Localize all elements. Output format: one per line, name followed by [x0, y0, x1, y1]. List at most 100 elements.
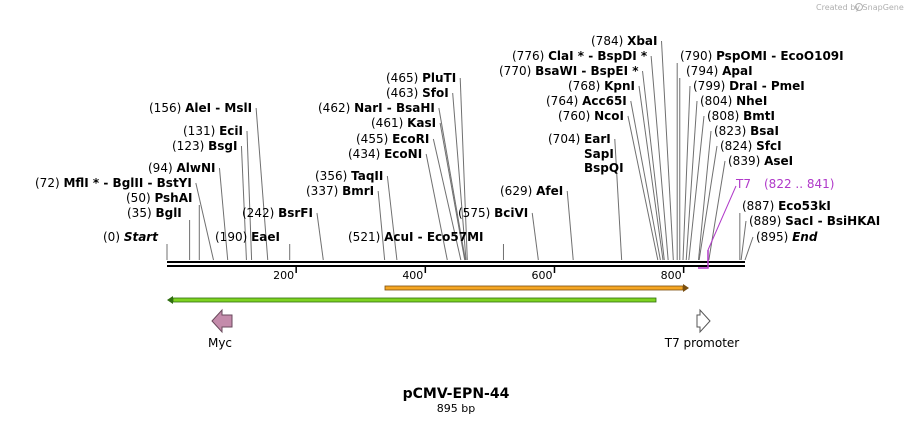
site-label-text: (461) KasI [371, 116, 436, 130]
site-name: EaeI [251, 230, 280, 244]
site-name: PluTI [422, 71, 456, 85]
orf-bar-forward[interactable] [384, 284, 689, 292]
site-position: (156) [149, 101, 185, 115]
site-label[interactable]: (799) DraI - PmeI [693, 79, 805, 93]
feature-t7-promoter[interactable]: T7 promoter [664, 308, 740, 350]
site-label[interactable]: (823) BsaI [714, 124, 779, 138]
site-label-text: (799) DraI - PmeI [693, 79, 805, 93]
site-label-text: (770) BsaWI - BspEI * [499, 64, 639, 78]
site-label[interactable]: (808) BmtI [707, 109, 775, 123]
site-label[interactable]: (462) NarI - BsaHI [318, 101, 435, 115]
site-leader-line [566, 190, 574, 261]
site-label-text: (521) AcuI - Eco57MI [348, 230, 484, 244]
t7-primer[interactable]: T7 (822 .. 841) [698, 177, 834, 269]
t7-primer-name: T7 [735, 177, 751, 191]
site-leader-line [698, 145, 718, 261]
site-label[interactable]: (0) Start [103, 230, 159, 244]
site-label[interactable]: (895) End [756, 230, 818, 244]
site-label[interactable]: (889) SacI - BsiHKAI [749, 214, 880, 228]
site-label-text: (356) TaqII [315, 169, 383, 183]
site-label[interactable]: (776) ClaI * - BspDI * [512, 49, 648, 63]
site-label-text: (575) BciVI [458, 206, 528, 220]
site-position: (50) [126, 191, 154, 205]
site-label[interactable]: (521) AcuI - Eco57MI [348, 230, 484, 244]
site-name: BsaI [750, 124, 779, 138]
site-label[interactable]: (887) Eco53kI [742, 199, 831, 213]
site-label[interactable]: (94) AlwNI [148, 161, 215, 175]
site-name: TaqII [351, 169, 383, 183]
site-position: (790) [680, 49, 716, 63]
site-label[interactable]: BspQI [584, 161, 624, 175]
site-label-text: (764) Acc65I [546, 94, 627, 108]
site-label[interactable]: (575) BciVI [458, 206, 528, 220]
site-label[interactable]: (824) SfcI [720, 139, 782, 153]
site-label[interactable]: (764) Acc65I [546, 94, 627, 108]
site-leader-line [682, 85, 691, 261]
site-label[interactable]: (242) BsrFI [242, 206, 313, 220]
site-label[interactable]: (156) AleI - MslI [149, 101, 252, 115]
site-label[interactable]: (839) AseI [728, 154, 793, 168]
site-leader-line [685, 100, 698, 261]
site-leader-line [638, 85, 664, 261]
site-position: (794) [686, 64, 722, 78]
feature-myc[interactable]: Myc [208, 308, 233, 350]
site-label[interactable]: (804) NheI [700, 94, 767, 108]
site-label[interactable]: (123) BsgI [172, 139, 237, 153]
orf-bar-reverse[interactable] [167, 296, 657, 304]
site-label[interactable]: (463) SfoI [386, 86, 449, 100]
site-label-text: (629) AfeI [500, 184, 563, 198]
site-label-text: (808) BmtI [707, 109, 775, 123]
site-name: ClaI * - BspDI * [548, 49, 648, 63]
site-name: EciI [219, 124, 243, 138]
site-label[interactable]: (461) KasI [371, 116, 436, 130]
site-label[interactable]: (629) AfeI [500, 184, 563, 198]
plasmid-title: pCMV-EPN-44 [403, 386, 510, 402]
site-label[interactable]: (72) MflI * - BglII - BstYI [35, 176, 192, 190]
site-label[interactable]: (434) EcoNI [348, 147, 422, 161]
site-label[interactable]: (131) EciI [183, 124, 243, 138]
site-position: (94) [148, 161, 176, 175]
site-name: SacI - BsiHKAI [785, 214, 880, 228]
site-label-text: (784) XbaI [591, 34, 658, 48]
site-leader-line [316, 212, 324, 261]
site-name: EcoNI [384, 147, 422, 161]
site-position: (131) [183, 124, 219, 138]
site-name: BciVI [494, 206, 528, 220]
site-label-text: (824) SfcI [720, 139, 782, 153]
site-position: (824) [720, 139, 756, 153]
site-name: BglI [155, 206, 181, 220]
site-label-text: (895) End [756, 230, 818, 244]
site-position: (768) [568, 79, 604, 93]
site-label[interactable]: (337) BmrI [306, 184, 374, 198]
site-label-text: (704) EarI [548, 132, 611, 146]
site-label[interactable]: (455) EcoRI [356, 132, 429, 146]
site-leader-line [661, 40, 674, 261]
site-label-text: (760) NcoI [558, 109, 624, 123]
site-label[interactable]: (790) PspOMI - EcoO109I [680, 49, 844, 63]
site-label[interactable]: (704) EarI [548, 132, 611, 146]
site-name: KasI [407, 116, 436, 130]
site-label[interactable]: (190) EaeI [215, 230, 280, 244]
site-label[interactable]: (784) XbaI [591, 34, 658, 48]
site-leader-line [218, 167, 229, 261]
site-label[interactable]: (356) TaqII [315, 169, 383, 183]
site-label[interactable]: SapI [584, 147, 614, 161]
site-label[interactable]: (768) KpnI [568, 79, 635, 93]
snapgene-brand: Created by SnapGene [816, 3, 904, 12]
site-label[interactable]: (35) BglI [127, 206, 182, 220]
site-name: AfeI [536, 184, 563, 198]
site-name: SfcI [756, 139, 781, 153]
site-label[interactable]: (465) PluTI [386, 71, 456, 85]
site-name: EarI [584, 132, 611, 146]
site-leader-line [386, 175, 398, 261]
site-position: (784) [591, 34, 627, 48]
site-label[interactable]: (770) BsaWI - BspEI * [499, 64, 639, 78]
site-name: Start [124, 230, 159, 244]
site-label-text: (455) EcoRI [356, 132, 429, 146]
site-position: (461) [371, 116, 407, 130]
site-label[interactable]: (794) ApaI [686, 64, 753, 78]
site-label[interactable]: (760) NcoI [558, 109, 624, 123]
site-name: AleI - MslI [185, 101, 252, 115]
site-label[interactable]: (50) PshAI [126, 191, 192, 205]
site-label-text: (94) AlwNI [148, 161, 215, 175]
